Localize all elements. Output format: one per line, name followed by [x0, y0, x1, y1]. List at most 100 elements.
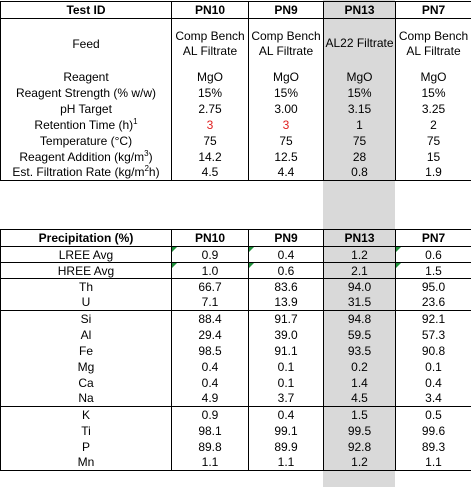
feed-pn9: Comp Bench AL Filtrate	[248, 18, 324, 69]
precipitation-row: Mg 0.4 0.1 0.2 0.1	[0, 358, 471, 375]
precipitation-row: LREE Avg 0.9 0.4 1.2 0.6	[0, 246, 471, 263]
precipitation-row: Si 88.4 91.7 94.8 92.1	[0, 310, 471, 327]
precipitation-value: 3.7	[248, 390, 324, 407]
condition-label-superscript: 2	[144, 164, 149, 174]
precipitation-value: 57.3	[395, 326, 471, 343]
condition-value: 75	[248, 132, 324, 149]
condition-value: 4.5	[171, 164, 249, 181]
condition-value: MgO	[171, 68, 249, 85]
condition-value: 15%	[171, 84, 249, 101]
condition-label-superscript: 1	[133, 116, 138, 126]
precipitation-row: Ca 0.4 0.1 1.4 0.4	[0, 374, 471, 391]
precipitation-value: 0.2	[323, 358, 396, 375]
precipitation-element-label: Mg	[0, 358, 172, 375]
test-conditions-table: Test ID PN10 PN9 PN13 PN7 Feed Comp Benc…	[0, 1, 471, 181]
precipitation-row: Mn 1.1 1.1 1.2 1.1	[0, 454, 471, 471]
precipitation-value: 98.5	[171, 342, 249, 359]
condition-label-text: Reagent	[63, 69, 109, 84]
precipitation-value: 95.0	[395, 278, 471, 295]
precipitation-row: Fe 98.5 91.1 93.5 90.8	[0, 342, 471, 359]
condition-row: Reagent Strength (% w/w) 15% 15% 15% 15%	[0, 84, 471, 101]
precipitation-value: 59.5	[323, 326, 396, 343]
precipitation-value: 94.0	[323, 278, 396, 295]
precipitation-row: HREE Avg 1.0 0.6 2.1 1.5	[0, 262, 471, 279]
precipitation-element-label: K	[0, 406, 172, 423]
precipitation-value: 66.7	[171, 278, 249, 295]
precipitation-value: 0.1	[248, 358, 324, 375]
condition-value: 2.75	[171, 100, 249, 117]
precipitation-value: 23.6	[395, 294, 471, 311]
precipitation-value: 91.7	[248, 310, 324, 327]
precipitation-element-label: Ca	[0, 374, 172, 391]
condition-value: 75	[171, 132, 249, 149]
header-pn10: PN10	[171, 1, 249, 19]
condition-label: Reagent Addition (kg/m3)	[0, 148, 172, 165]
condition-value: 14.2	[171, 148, 249, 165]
header-pn9: PN9	[248, 1, 324, 19]
precipitation-value: 0.4	[248, 406, 324, 423]
precipitation-value: 89.3	[395, 438, 471, 455]
precipitation-value: 1.1	[171, 454, 249, 471]
precipitation-header: Precipitation (%) PN10 PN9 PN13 PN7	[0, 229, 471, 247]
condition-label-superscript: 3	[144, 148, 149, 158]
precipitation-value: 91.1	[248, 342, 324, 359]
condition-value: 12.5	[248, 148, 324, 165]
precipitation-value: 31.5	[323, 294, 396, 311]
condition-row: Temperature (°C) 75 75 75 75	[0, 132, 471, 149]
feed-pn13: AL22 Filtrate	[323, 18, 396, 69]
precipitation-element-label: P	[0, 438, 172, 455]
feed-label: Feed	[0, 18, 172, 69]
condition-label: Est. Filtration Rate (kg/m2h)	[0, 164, 172, 181]
condition-value: 2	[395, 116, 471, 133]
condition-row: Reagent MgO MgO MgO MgO	[0, 68, 471, 85]
precipitation-value: 0.4	[248, 246, 324, 263]
precipitation-element-label: Th	[0, 278, 172, 295]
precipitation-value: 39.0	[248, 326, 324, 343]
condition-label: pH Target	[0, 100, 172, 117]
precipitation-value: 98.1	[171, 422, 249, 439]
precipitation-element-label: Fe	[0, 342, 172, 359]
condition-value: 75	[323, 132, 396, 149]
condition-value: 15	[395, 148, 471, 165]
precipitation-value: 1.2	[323, 246, 396, 263]
precipitation-value: 3.4	[395, 390, 471, 407]
precipitation-value: 1.0	[171, 262, 249, 279]
condition-label: Reagent Strength (% w/w)	[0, 84, 172, 101]
condition-label-text: Temperature (°C)	[39, 133, 133, 148]
precipitation-value: 92.1	[395, 310, 471, 327]
condition-label: Temperature (°C)	[0, 132, 172, 149]
precipitation-value: 0.1	[395, 358, 471, 375]
condition-row: pH Target 2.75 3.00 3.15 3.25	[0, 100, 471, 117]
condition-value: MgO	[248, 68, 324, 85]
precipitation-value: 99.1	[248, 422, 324, 439]
precipitation-value: 0.6	[248, 262, 324, 279]
precipitation-element-label: Na	[0, 390, 172, 407]
feed-pn7: Comp Bench AL Filtrate	[395, 18, 471, 69]
precipitation-value: 13.9	[248, 294, 324, 311]
precipitation-value: 99.5	[323, 422, 396, 439]
precipitation-value: 1.1	[395, 454, 471, 471]
header-precipitation: Precipitation (%)	[0, 229, 172, 247]
condition-label-end: )	[148, 149, 153, 164]
precipitation-value: 99.6	[395, 422, 471, 439]
precipitation-element-label: U	[0, 294, 172, 311]
condition-value: 28	[323, 148, 396, 165]
header-pn13: PN13	[323, 1, 396, 19]
condition-label: Reagent	[0, 68, 172, 85]
condition-label-text: Reagent Strength (% w/w)	[15, 85, 157, 100]
header-pn13: PN13	[323, 229, 396, 247]
header-pn7: PN7	[395, 1, 471, 19]
condition-label-text: Reagent Addition (kg/m	[19, 149, 145, 164]
precipitation-table: Precipitation (%) PN10 PN9 PN13 PN7 LREE…	[0, 229, 471, 471]
precipitation-value: 0.4	[171, 374, 249, 391]
condition-value: 3.15	[323, 100, 396, 117]
condition-row: Retention Time (h)1 3 3 1 2	[0, 116, 471, 133]
precipitation-element-label: HREE Avg	[0, 262, 172, 279]
condition-row: Reagent Addition (kg/m3) 14.2 12.5 28 15	[0, 148, 471, 165]
precipitation-value: 1.5	[323, 406, 396, 423]
condition-value: 1.9	[395, 164, 471, 181]
header-pn7: PN7	[395, 229, 471, 247]
precipitation-row: K 0.9 0.4 1.5 0.5	[0, 406, 471, 423]
precipitation-value: 88.4	[171, 310, 249, 327]
header-pn9: PN9	[248, 229, 324, 247]
